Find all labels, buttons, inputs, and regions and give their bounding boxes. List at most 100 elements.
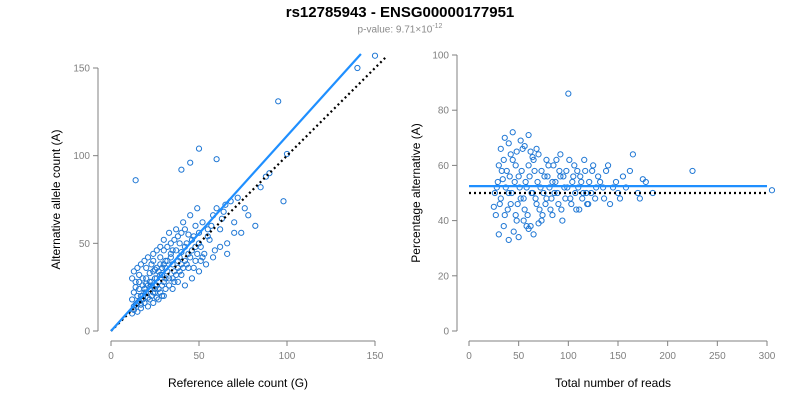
data-point — [188, 275, 196, 282]
data-point — [134, 308, 141, 315]
data-point — [616, 195, 624, 202]
data-point — [160, 292, 167, 300]
data-point — [197, 257, 204, 264]
data-point — [257, 184, 264, 191]
data-point — [224, 250, 231, 257]
y-tick-label: 100 — [432, 51, 449, 62]
data-point — [153, 282, 160, 289]
data-point — [642, 178, 649, 186]
data-point — [204, 226, 211, 233]
data-point — [529, 154, 536, 161]
data-point — [499, 176, 506, 183]
data-point — [153, 294, 160, 301]
data-point — [213, 205, 220, 212]
data-point — [602, 167, 610, 175]
x-tick-label: 100 — [279, 351, 296, 362]
x-tick-label: 300 — [759, 351, 776, 362]
data-point — [549, 178, 556, 186]
data-point — [524, 211, 531, 219]
data-point — [491, 189, 498, 197]
y-tick-label: 50 — [79, 239, 91, 250]
data-point — [178, 249, 185, 256]
data-point — [530, 156, 537, 163]
data-point — [496, 200, 503, 208]
data-point — [629, 151, 637, 158]
data-point — [206, 236, 213, 243]
data-point — [509, 156, 516, 163]
y-axis: 0 50 100 150 — [73, 64, 99, 338]
x-axis: 0 50 100 150 — [108, 340, 384, 362]
x-axis: 0 50 100 150 200 250 300 — [466, 340, 776, 362]
p-value-label: p-value: 9.71×10 — [357, 24, 433, 36]
data-point — [162, 257, 169, 264]
data-point — [568, 200, 575, 208]
data-point — [532, 195, 539, 202]
data-point — [195, 268, 203, 275]
data-point — [494, 178, 501, 186]
data-point — [517, 137, 524, 144]
data-point — [167, 240, 174, 247]
data-point — [187, 212, 194, 219]
data-point — [180, 219, 187, 226]
data-point — [150, 250, 157, 257]
data-point — [506, 173, 513, 180]
data-point — [573, 206, 580, 213]
data-point — [167, 250, 174, 257]
x-tick-label: 150 — [610, 351, 627, 362]
data-point — [626, 167, 634, 175]
data-point — [262, 173, 269, 180]
data-point — [551, 189, 558, 197]
data-point — [577, 173, 584, 180]
y-axis: 0 20 40 60 80 100 — [432, 51, 458, 338]
data-point — [567, 195, 574, 202]
data-point — [539, 211, 546, 219]
data-point — [165, 229, 173, 236]
data-point — [592, 195, 599, 202]
data-point — [174, 278, 181, 286]
data-point — [552, 178, 559, 186]
data-point — [555, 200, 562, 208]
data-point — [516, 184, 523, 191]
data-point — [134, 264, 141, 271]
data-point — [176, 268, 183, 275]
data-point — [217, 243, 224, 250]
data-point — [153, 264, 160, 271]
data-point — [194, 205, 201, 212]
data-point — [500, 156, 507, 163]
data-point — [171, 236, 178, 243]
data-point — [564, 184, 571, 191]
data-point — [521, 206, 528, 213]
data-point — [490, 203, 497, 210]
data-point — [565, 90, 572, 97]
data-point — [130, 289, 137, 296]
data-point — [581, 156, 588, 163]
data-point — [503, 167, 510, 175]
data-point — [563, 167, 570, 175]
data-point — [600, 195, 608, 202]
data-point — [504, 206, 511, 213]
data-point — [144, 303, 152, 310]
data-point — [143, 264, 150, 271]
data-point — [164, 257, 171, 264]
data-point — [169, 275, 176, 282]
data-point — [136, 278, 143, 286]
data-point — [513, 217, 520, 224]
data-point — [520, 217, 527, 224]
data-point — [530, 231, 537, 238]
x-tick-label: 0 — [466, 351, 472, 362]
data-point — [195, 229, 203, 236]
data-point — [562, 195, 569, 202]
data-point — [578, 178, 585, 186]
data-point — [188, 247, 196, 254]
data-point — [534, 178, 541, 186]
data-point — [222, 201, 229, 208]
data-point — [527, 148, 534, 155]
data-point — [501, 134, 508, 141]
y-tick-label: 60 — [438, 161, 450, 172]
data-point — [569, 178, 576, 186]
data-point — [371, 52, 379, 59]
data-point — [588, 189, 595, 197]
data-point — [502, 184, 509, 191]
data-point — [558, 206, 565, 213]
